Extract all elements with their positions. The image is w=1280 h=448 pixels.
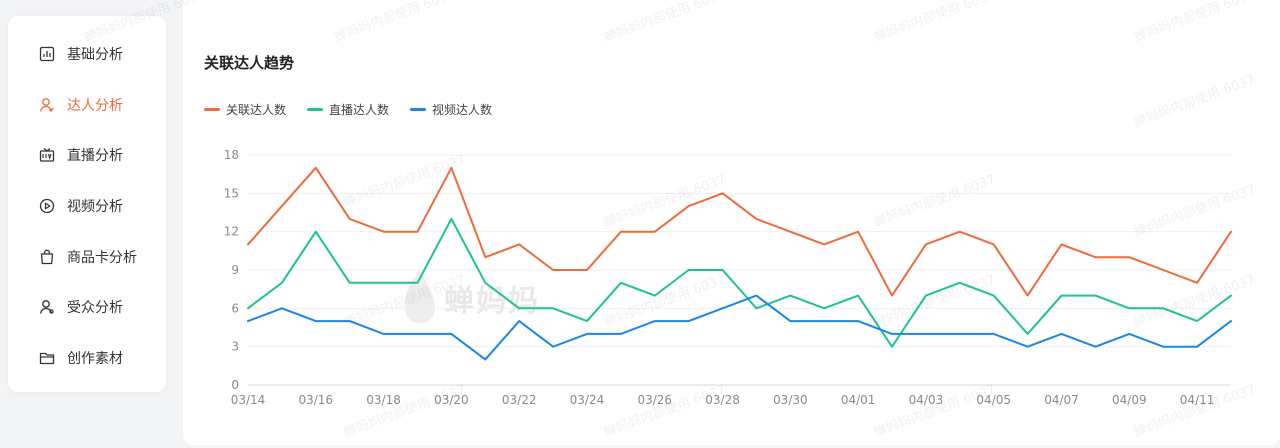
sidebar-item-live-analysis[interactable]: 直播分析 (8, 138, 166, 172)
sidebar-item-label: 创作素材 (67, 351, 123, 368)
folder-icon (39, 350, 55, 366)
live-tv-icon (39, 147, 55, 163)
chart-panel (183, 0, 1280, 445)
x-tick-label: 04/11 (1180, 393, 1215, 407)
sidebar-item-influencer-analysis[interactable]: 达人分析 (8, 88, 166, 122)
series-line-0 (247, 166, 1232, 297)
sidebar-item-label: 直播分析 (67, 148, 123, 165)
y-tick-label: 3 (231, 340, 239, 354)
sidebar-item-label: 视频分析 (67, 199, 123, 216)
x-tick-label: 03/14 (231, 393, 266, 407)
x-tick-label: 03/16 (298, 393, 333, 407)
series-line-2 (247, 294, 1232, 361)
panel-title: 关联达人趋势 (204, 54, 295, 72)
sidebar-item-label: 受众分析 (67, 300, 123, 317)
x-tick-label: 03/28 (705, 393, 740, 407)
sidebar-item-label: 基础分析 (67, 47, 123, 63)
legend-label: 直播达人数 (329, 103, 390, 117)
y-tick-label: 12 (224, 225, 239, 239)
play-circle-icon (39, 198, 55, 214)
legend-label: 关联达人数 (226, 103, 287, 117)
x-tick-label: 03/30 (773, 393, 808, 407)
legend-item-related[interactable]: 关联达人数 (204, 101, 286, 118)
person-icon (39, 97, 55, 113)
legend-label: 视频达人数 (432, 103, 493, 117)
sidebar: 基础分析 达人分析 直播分析 视频分析 商品卡分析 受众分析 创作素材 (8, 16, 166, 392)
sidebar-item-video-analysis[interactable]: 视频分析 (8, 189, 166, 223)
x-tick-label: 03/18 (366, 393, 401, 407)
y-tick-label: 6 (231, 301, 239, 315)
x-tick-label: 03/22 (502, 393, 537, 407)
legend-swatch (307, 108, 324, 111)
x-tick-label: 03/20 (434, 393, 469, 407)
y-tick-label: 9 (231, 263, 239, 277)
bar-chart-icon (39, 46, 55, 62)
y-tick-label: 0 (231, 378, 239, 392)
sidebar-item-creative-material[interactable]: 创作素材 (8, 341, 166, 375)
y-tick-label: 15 (224, 186, 239, 200)
legend-swatch (410, 108, 427, 111)
legend-item-live[interactable]: 直播达人数 (307, 101, 389, 118)
x-tick-label: 04/07 (1044, 393, 1079, 407)
x-tick-label: 04/03 (909, 393, 944, 407)
x-tick-label: 03/24 (570, 393, 605, 407)
sidebar-item-label: 达人分析 (67, 97, 123, 114)
legend-swatch (204, 108, 220, 111)
x-tick-label: 04/01 (841, 393, 876, 407)
x-tick-label: 04/09 (1112, 393, 1147, 407)
y-tick-label: 18 (224, 148, 239, 162)
sidebar-item-basic-analysis[interactable]: 基础分析 (8, 37, 166, 71)
legend-item-video[interactable]: 视频达人数 (410, 101, 492, 118)
shopping-bag-icon (39, 249, 55, 265)
x-tick-label: 04/05 (976, 393, 1011, 407)
chart-legend: 关联达人数 直播达人数 视频达人数 (204, 101, 513, 118)
sidebar-item-product-card-analysis[interactable]: 商品卡分析 (8, 240, 166, 274)
series-line-1 (247, 217, 1232, 348)
sidebar-item-audience-analysis[interactable]: 受众分析 (8, 290, 166, 324)
sidebar-item-label: 商品卡分析 (67, 249, 137, 266)
audience-icon (39, 299, 55, 315)
x-tick-label: 03/26 (637, 393, 672, 407)
